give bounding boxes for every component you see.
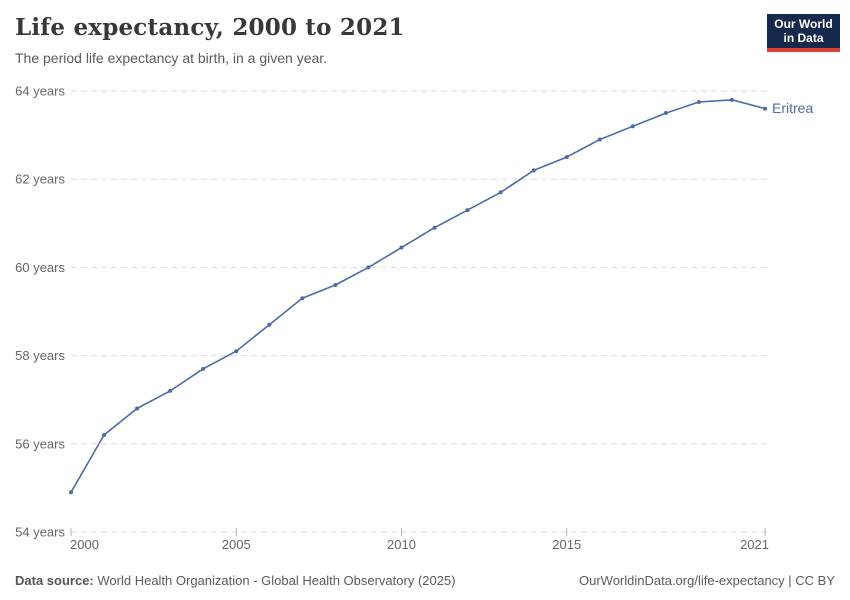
y-axis-label: 64 years	[15, 84, 65, 99]
data-point-2003[interactable]	[168, 388, 173, 393]
y-axis-label: 62 years	[15, 172, 65, 187]
series-end-label[interactable]: Eritrea	[772, 100, 813, 116]
data-source-note: Data source: World Health Organization -…	[15, 573, 456, 588]
data-point-2007[interactable]	[300, 296, 305, 301]
x-axis-label: 2010	[387, 537, 416, 552]
data-point-2004[interactable]	[201, 366, 206, 371]
data-source-label: Data source:	[15, 573, 94, 588]
y-axis: 54 years 56 years 58 years 60 years 62 years…	[15, 84, 768, 540]
data-point-2017[interactable]	[630, 124, 635, 129]
chart-title: Life expectancy, 2000 to 2021	[15, 14, 405, 41]
y-axis-label: 54 years	[15, 525, 65, 540]
data-point-2019[interactable]	[696, 100, 701, 105]
data-point-2014[interactable]	[531, 168, 536, 173]
data-point-2020[interactable]	[729, 97, 734, 102]
data-point-2016[interactable]	[597, 137, 602, 142]
data-point-2000[interactable]	[69, 490, 73, 495]
owid-logo[interactable]: Our World in Data	[767, 14, 840, 52]
attribution-link[interactable]: OurWorldinData.org/life-expectancy | CC …	[578, 573, 835, 588]
y-axis-label: 60 years	[15, 260, 65, 275]
x-axis-label: 2000	[70, 537, 99, 552]
line-series-eritrea[interactable]	[70, 99, 766, 494]
data-point-2018[interactable]	[663, 111, 668, 116]
data-source-text: World Health Organization - Global Healt…	[97, 573, 456, 588]
owid-logo-line1: Our World	[774, 17, 833, 31]
data-point-2013[interactable]	[498, 190, 503, 195]
chart-header: Life expectancy, 2000 to 2021 The period…	[15, 14, 835, 66]
x-axis-label: 2015	[552, 537, 581, 552]
y-axis-label: 56 years	[15, 436, 65, 451]
data-point-2008[interactable]	[333, 283, 338, 288]
chart-subtitle: The period life expectancy at birth, in …	[15, 50, 328, 66]
y-axis-label: 58 years	[15, 348, 65, 363]
data-point-2005[interactable]	[234, 349, 239, 354]
data-point-2010[interactable]	[399, 245, 404, 250]
x-axis-label: 2005	[222, 537, 251, 552]
data-point-2002[interactable]	[135, 406, 140, 411]
data-point-2015[interactable]	[564, 155, 569, 160]
data-point-2011[interactable]	[432, 225, 437, 230]
data-point-2001[interactable]	[102, 432, 107, 437]
data-point-2009[interactable]	[366, 265, 371, 270]
chart-footer: Data source: World Health Organization -…	[15, 573, 835, 588]
owid-logo-line2: in Data	[783, 31, 824, 45]
data-point-2006[interactable]	[267, 322, 272, 327]
data-point-2021[interactable]	[763, 106, 767, 111]
data-point-2012[interactable]	[465, 208, 470, 213]
x-axis: 2000 2005 2010 2015 2021	[70, 528, 769, 552]
x-axis-label: 2021	[740, 537, 769, 552]
